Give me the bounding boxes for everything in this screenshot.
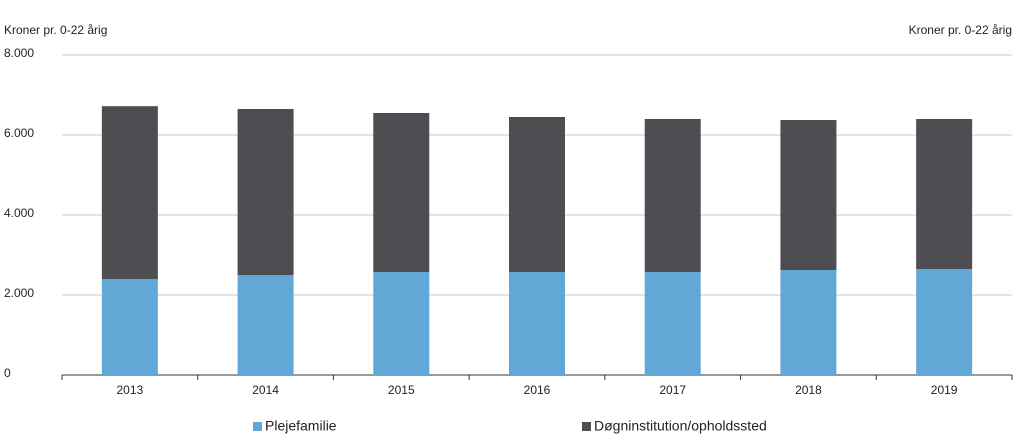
y-axis-label: Kroner pr. 0-22 årig	[4, 23, 107, 37]
bar-segment	[916, 269, 973, 375]
y-tick-label: 6.000	[4, 126, 34, 140]
x-tick-label: 2019	[931, 383, 958, 397]
legend-swatch	[582, 422, 591, 431]
bar-segment	[780, 120, 837, 270]
bar-segment	[780, 270, 837, 375]
bar-segment	[101, 106, 158, 279]
y-tick-label: 4.000	[4, 206, 34, 220]
bar-segment	[237, 109, 294, 275]
legend-swatch	[253, 422, 262, 431]
y-tick-label: 8.000	[4, 46, 34, 60]
x-tick-label: 2013	[117, 383, 144, 397]
bar-segment	[101, 279, 158, 375]
y-tick-label: 2.000	[4, 286, 34, 300]
bar-segment	[644, 272, 701, 375]
x-tick-label: 2014	[252, 383, 279, 397]
bar-segment	[237, 275, 294, 375]
y-tick-label: 0	[4, 366, 11, 380]
x-tick-label: 2015	[388, 383, 415, 397]
bar-segment	[509, 272, 565, 375]
legend-label: Døgninstitution/opholdssted	[594, 418, 767, 434]
bar-segment	[373, 272, 430, 375]
y2-axis-label: Kroner pr. 0-22 årig	[909, 23, 1012, 37]
bar-segment	[373, 113, 430, 272]
x-tick-label: 2017	[659, 383, 686, 397]
x-tick-label: 2018	[795, 383, 822, 397]
x-tick-label: 2016	[524, 383, 551, 397]
bar-segment	[644, 119, 701, 272]
legend-label: Plejefamilie	[265, 418, 337, 434]
bar-segment	[916, 119, 973, 269]
bar-segment	[509, 117, 565, 272]
